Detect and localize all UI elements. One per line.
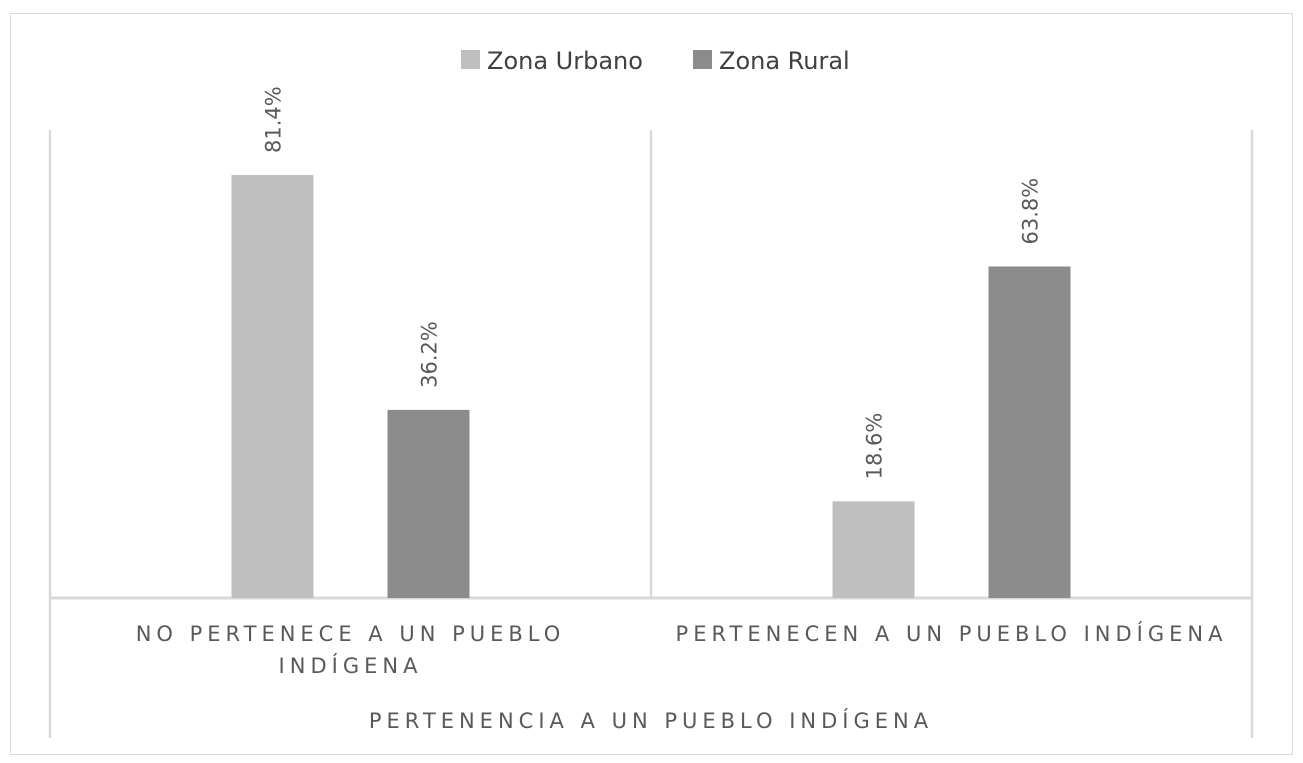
data-label-2-category-1: 36.2%: [418, 321, 442, 388]
legend-swatch-2: [693, 50, 712, 69]
category-label-1-line-1: NO PERTENECE A UN PUEBLO: [136, 622, 566, 646]
bar-1-category-2: [832, 501, 915, 598]
category-label-2-line-1: PERTENECEN A UN PUEBLO INDÍGENA: [676, 621, 1228, 646]
bar-2-category-2: [988, 266, 1071, 598]
legend-label-1: Zona Urbano: [487, 47, 643, 75]
data-label-2-category-2: 63.8%: [1019, 178, 1043, 245]
legend-swatch-1: [461, 50, 480, 69]
legend-label-2: Zona Rural: [719, 47, 850, 75]
bar-1-category-1: [231, 175, 314, 598]
data-label-1-category-1: 81.4%: [262, 86, 286, 153]
bar-2-category-1: [387, 409, 470, 598]
x-axis-title: PERTENENCIA A UN PUEBLO INDÍGENA: [369, 708, 933, 733]
data-label-1-category-2: 18.6%: [863, 413, 887, 480]
category-label-1-line-2: INDÍGENA: [279, 653, 423, 678]
